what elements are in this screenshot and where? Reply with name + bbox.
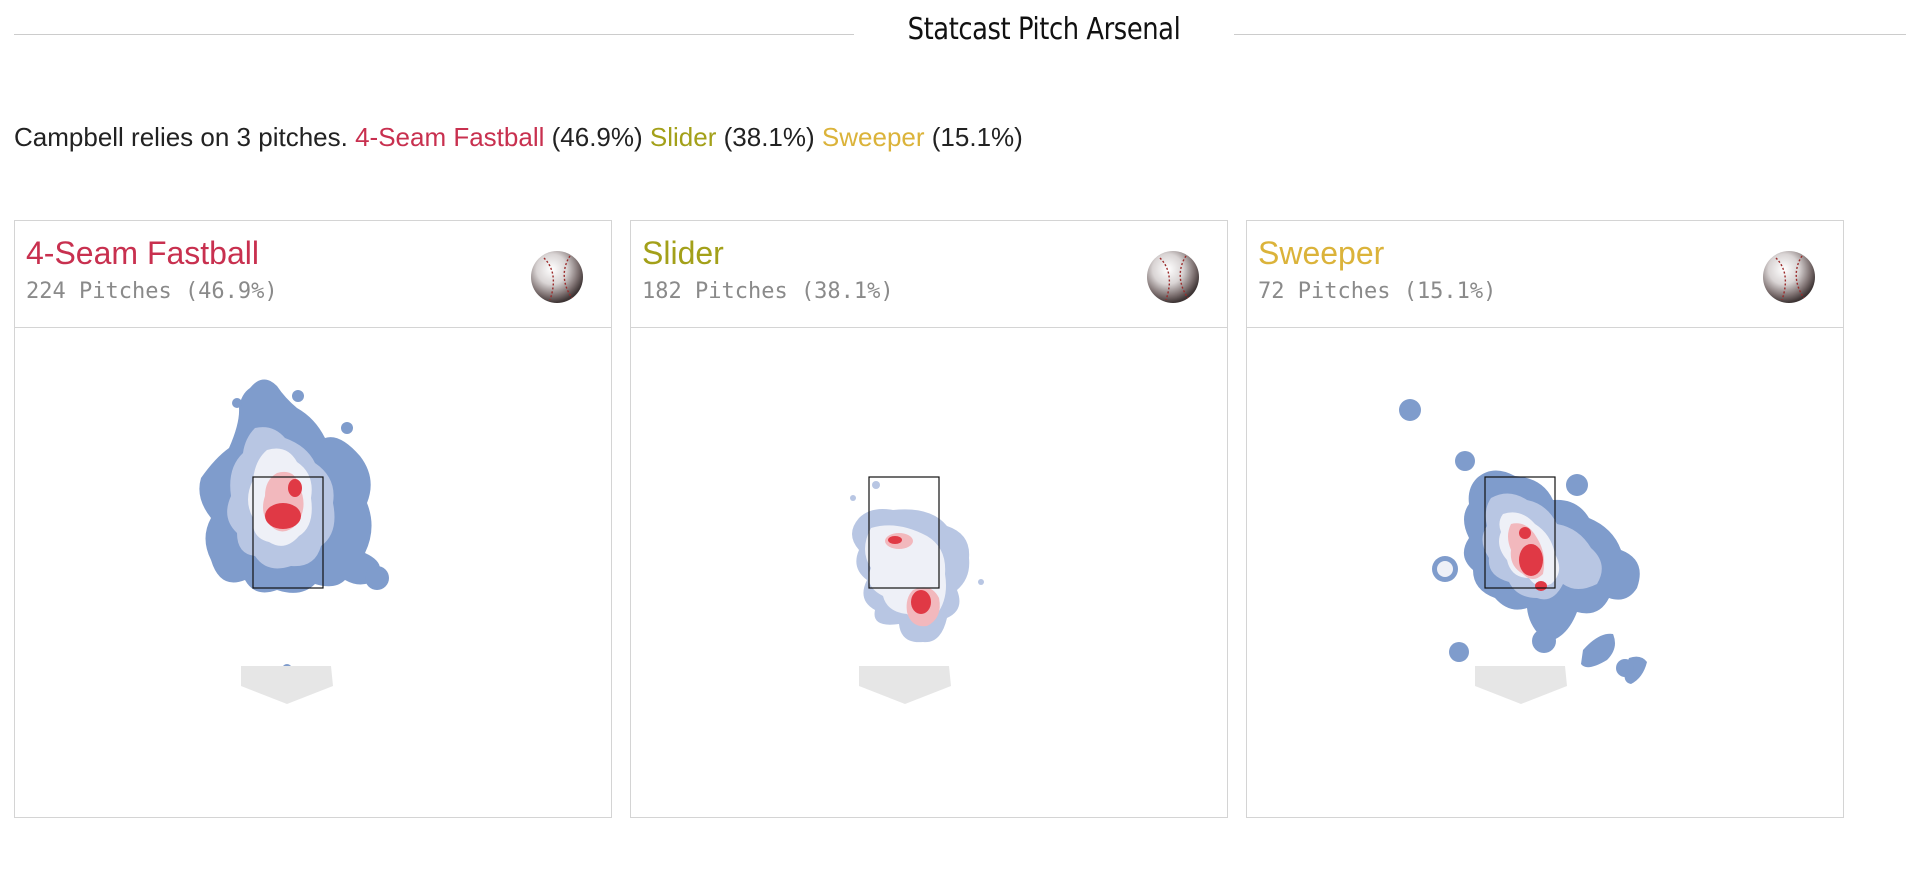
density-hot — [265, 479, 302, 529]
location-heatmap — [199, 379, 389, 704]
summary-pitch-pct: (38.1%) — [723, 122, 815, 152]
summary-pitch-pct: (46.9%) — [551, 122, 643, 152]
summary-pitch-name: Sweeper — [821, 122, 925, 152]
card-header: Slider 182 Pitches (38.1%) — [631, 221, 1227, 328]
summary-pitch-name: Slider — [649, 122, 717, 152]
pitch-count: 182 Pitches (38.1%) — [642, 279, 894, 304]
baseball-icon — [1147, 251, 1199, 303]
home-plate — [241, 666, 333, 704]
density-hot — [1519, 527, 1547, 591]
pitch-name: 4-Seam Fastball — [26, 235, 259, 271]
pitch-name: Slider — [642, 235, 724, 271]
pitch-card-4-seam-fastball[interactable]: 4-Seam Fastball 224 Pitches (46.9%) — [14, 220, 612, 818]
pitch-card-sweeper[interactable]: Sweeper 72 Pitches (15.1%) — [1246, 220, 1844, 818]
section-header: Statcast Pitch Arsenal — [14, 8, 1906, 58]
strike-zone — [1484, 476, 1556, 589]
location-heatmap — [850, 476, 984, 704]
home-plate — [1475, 666, 1567, 704]
pitch-count: 72 Pitches (15.1%) — [1258, 279, 1497, 304]
density-hot — [888, 536, 931, 614]
summary-intro: Campbell relies on 3 pitches. — [14, 122, 348, 152]
pitch-name: Sweeper — [1258, 235, 1385, 271]
header-rule-left — [14, 34, 854, 35]
strike-zone — [868, 476, 940, 589]
card-header: 4-Seam Fastball 224 Pitches (46.9%) — [15, 221, 611, 328]
arsenal-summary: Campbell relies on 3 pitches. 4-Seam Fas… — [14, 122, 1023, 153]
card-header: Sweeper 72 Pitches (15.1%) — [1247, 221, 1843, 328]
pitch-card-slider[interactable]: Slider 182 Pitches (38.1%) — [630, 220, 1228, 818]
home-plate — [859, 666, 951, 704]
baseball-icon — [1763, 251, 1815, 303]
summary-pitch-pct: (15.1%) — [931, 122, 1023, 152]
section-title: Statcast Pitch Arsenal — [907, 12, 1181, 47]
pitch-count: 224 Pitches (46.9%) — [26, 279, 278, 304]
location-heatmap — [1399, 399, 1647, 704]
baseball-icon — [531, 251, 583, 303]
header-rule-right — [1234, 34, 1906, 35]
strike-zone — [252, 476, 324, 589]
summary-pitch-name: 4-Seam Fastball — [355, 122, 545, 152]
